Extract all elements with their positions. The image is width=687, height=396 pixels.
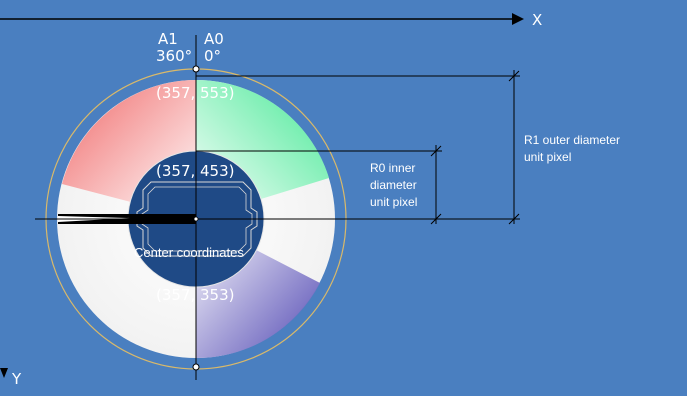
r0-label-line3: unit pixel: [370, 195, 417, 209]
a0-value: 0°: [204, 47, 221, 65]
r1-label-line2: unit pixel: [524, 150, 571, 164]
r1-label-line1: R1 outer diameter: [524, 133, 620, 147]
x-axis-label: X: [532, 11, 542, 29]
r1-tick-bottom: [508, 213, 520, 225]
r0-tick-bottom: [430, 213, 442, 225]
x-axis-arrow-icon: [512, 13, 524, 25]
r0-label-line2: diameter: [370, 178, 417, 192]
bottom-coordinate: (357, 353): [156, 286, 235, 304]
r0-tick-top: [430, 145, 442, 157]
top-coordinate: (357, 553): [156, 84, 235, 102]
bottom-marker: [192, 363, 200, 371]
center-marker: [193, 216, 199, 222]
center-coordinates-label: Center coordinates: [134, 245, 244, 260]
r1-tick-top: [508, 70, 520, 82]
r0-label-line1: R0 inner: [370, 161, 415, 175]
a1-label: A1: [158, 30, 178, 48]
y-axis-arrow-icon: [0, 368, 8, 378]
top-marker: [192, 65, 200, 73]
inner-top-coordinate: (357, 453): [156, 162, 235, 180]
a1-value: 360°: [156, 47, 192, 65]
a0-label: A0: [204, 30, 224, 48]
y-axis-label: Y: [11, 370, 22, 388]
